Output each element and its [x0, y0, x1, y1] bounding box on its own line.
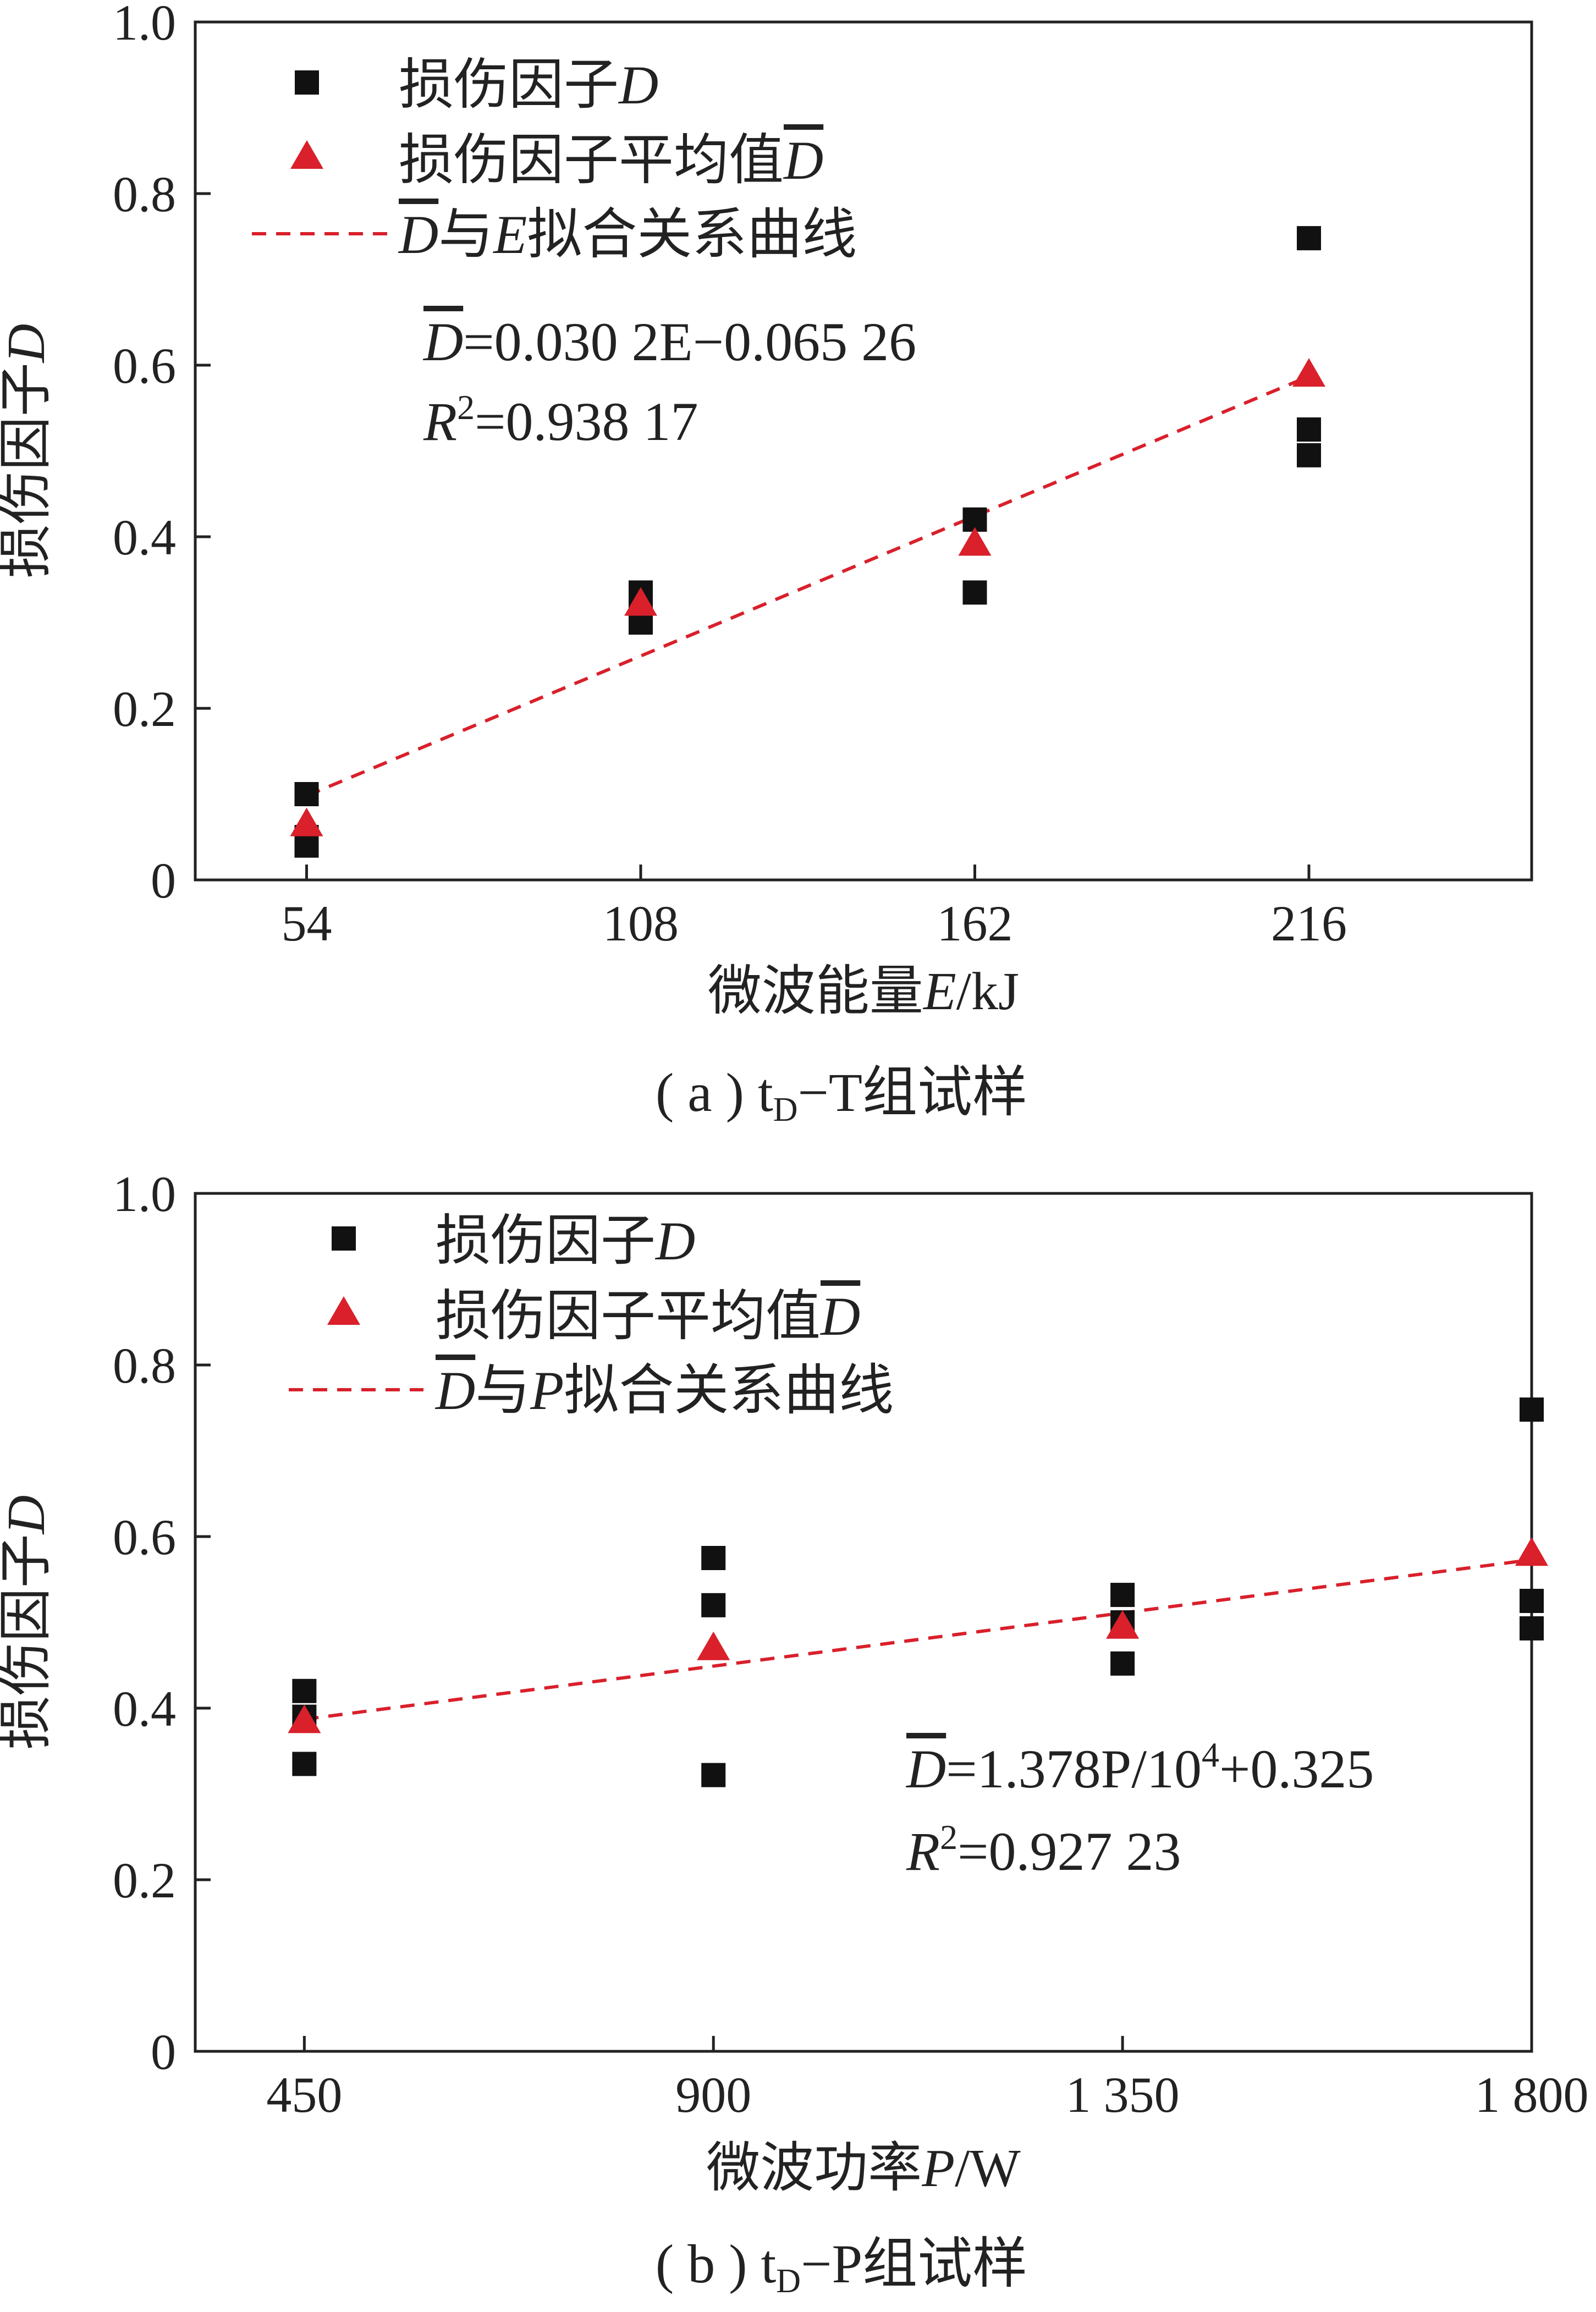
legend-label-mean: 损伤因子平均值D	[436, 1286, 860, 1347]
legend-label-mean: 损伤因子平均值D	[399, 130, 823, 191]
mean-damage-factor-point	[697, 1631, 730, 1660]
r-squared: R2=0.938 17	[423, 388, 698, 452]
legend-label-raw: 损伤因子D	[436, 1210, 695, 1271]
x-tick-label: 1 800	[1475, 2067, 1589, 2123]
y-axis-title: 损伤因子D	[0, 324, 56, 579]
legend-square-marker	[295, 70, 319, 95]
damage-factor-point	[1520, 1589, 1544, 1613]
damage-factor-point	[294, 833, 319, 858]
legend-label-fit: D与E拟合关系曲线	[398, 204, 857, 265]
y-tick-label: 0.4	[113, 1681, 176, 1737]
panel-a-chart: 0 0.2 0.4 0.6 0.8 1.0 54 108 162 216 微波能量E/kJ 损伤因子D…	[0, 0, 1533, 1129]
damage-factor-point	[701, 1593, 726, 1617]
legend: 损伤因子D 损伤因子平均值D D与P拟合关系曲线	[289, 1210, 894, 1421]
x-tick-label: 162	[937, 895, 1013, 951]
mean-damage-factor-point	[1515, 1537, 1548, 1566]
mean-damage-factor-point	[958, 527, 992, 556]
panel-b-chart: 0 0.2 0.4 0.6 0.8 1.0 450 900 1 350 1 800 微波功率P/W 损…	[0, 1166, 1589, 2300]
y-tick-label: 0.6	[113, 338, 176, 394]
y-tick-label: 0.6	[113, 1509, 176, 1565]
damage-factor-point	[292, 1678, 317, 1703]
damage-factor-point	[1297, 417, 1321, 442]
panel-caption: ( a ) tD−T组试样	[656, 1062, 1027, 1129]
damage-factor-point	[294, 782, 319, 806]
mean-damage-factor-point	[1292, 358, 1325, 387]
fit-equation: D=0.030 2E−0.065 26	[422, 311, 916, 372]
y-tick-label: 0.8	[113, 1337, 176, 1394]
y-tick-label: 0.2	[113, 1852, 176, 1908]
damage-factor-point	[701, 1763, 726, 1787]
damage-factor-point	[701, 1546, 726, 1570]
y-tick-label: 1.0	[113, 0, 176, 51]
mean-damage-factor-point	[290, 807, 323, 836]
damage-factor-point	[1520, 1397, 1544, 1422]
y-tick-label: 0.4	[113, 509, 176, 565]
damage-factor-point	[1520, 1616, 1544, 1641]
plot-frame	[194, 1192, 1533, 2053]
fit-equation: D=1.378P/104+0.325	[905, 1735, 1374, 1799]
legend: 损伤因子D 损伤因子平均值D D与E拟合关系曲线	[252, 54, 857, 265]
x-axis-title: 微波能量E/kJ	[708, 962, 1019, 1021]
x-tick-label: 450	[266, 2067, 342, 2123]
x-tick-label: 1 350	[1066, 2067, 1180, 2123]
x-axis-title: 微波功率P/W	[706, 2139, 1021, 2198]
mean-damage-factor-point	[1106, 1610, 1140, 1639]
fit-line	[304, 1558, 1532, 1721]
fit-line	[306, 375, 1310, 797]
legend-triangle-marker	[327, 1296, 360, 1325]
damage-factor-point	[292, 1752, 317, 1776]
legend-triangle-marker	[290, 140, 323, 169]
mean-damage-factor-point	[624, 587, 657, 616]
y-tick-label: 0.2	[113, 681, 176, 737]
mean-damage-factor-point	[288, 1704, 321, 1733]
damage-factor-point	[962, 580, 987, 605]
x-tick-label: 54	[282, 895, 332, 951]
legend-square-marker	[332, 1226, 356, 1251]
damage-factor-point	[1110, 1583, 1135, 1608]
damage-factor-point	[1297, 443, 1321, 467]
y-tick-label: 1.0	[113, 1166, 176, 1222]
damage-factor-point	[1110, 1651, 1135, 1676]
legend-label-fit: D与P拟合关系曲线	[434, 1360, 894, 1421]
legend-label-raw: 损伤因子D	[399, 54, 658, 115]
plot-frame	[194, 20, 1533, 882]
y-tick-label: 0	[151, 852, 176, 909]
damage-factor-point	[1297, 226, 1321, 251]
x-tick-label: 900	[675, 2067, 751, 2123]
x-tick-label: 216	[1271, 895, 1347, 951]
y-tick-label: 0	[151, 2024, 176, 2080]
r-squared: R2=0.927 23	[906, 1818, 1181, 1882]
y-tick-label: 0.8	[113, 166, 176, 222]
y-axis-title: 损伤因子D	[0, 1495, 56, 1750]
x-tick-label: 108	[603, 895, 679, 951]
panel-caption: ( b ) tD−P组试样	[656, 2233, 1027, 2300]
